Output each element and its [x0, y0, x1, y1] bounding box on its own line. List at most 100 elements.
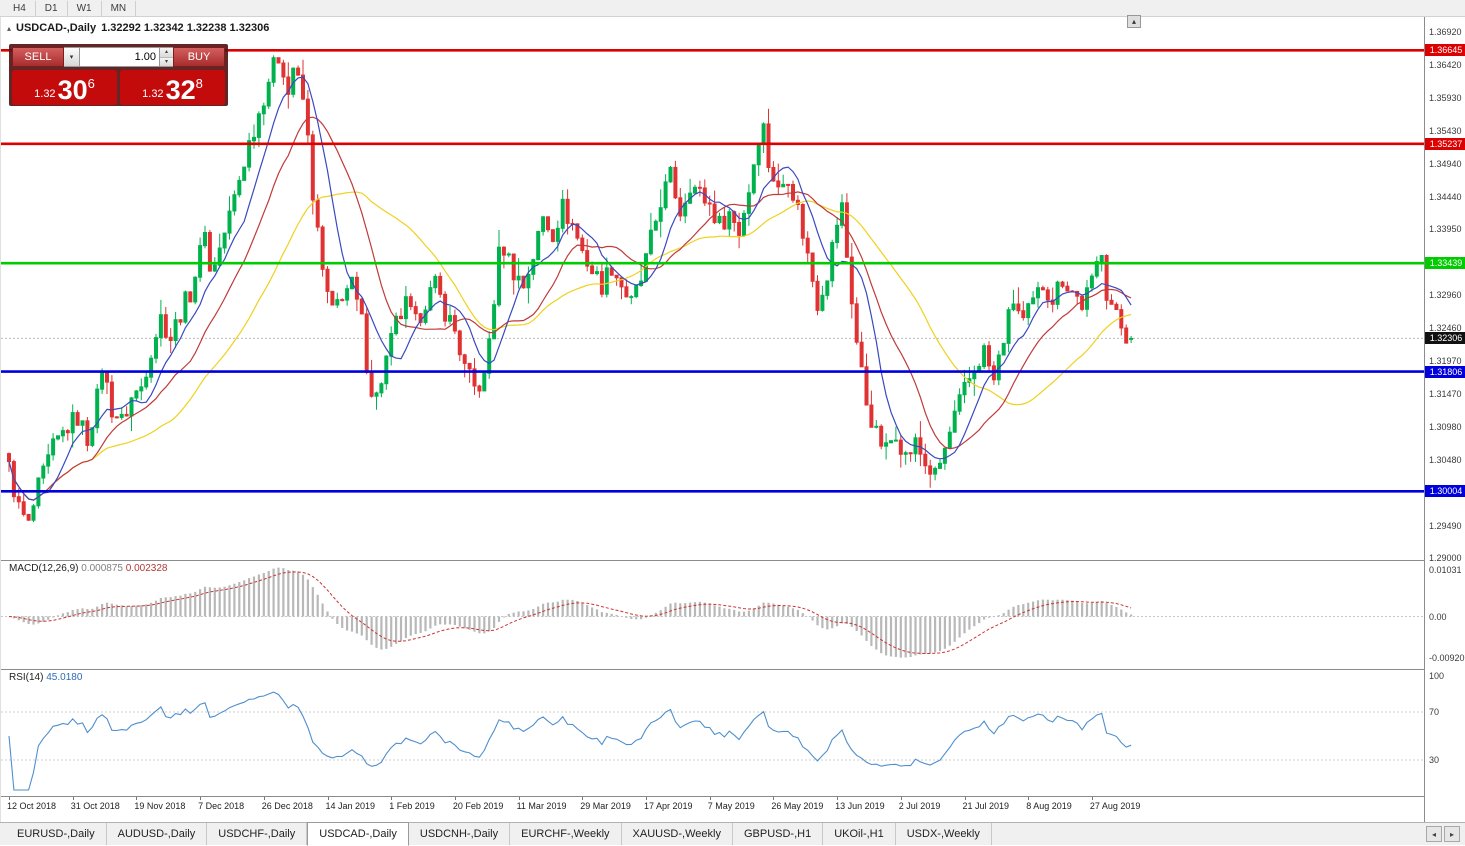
candles-layer — [7, 55, 1134, 523]
chart-tab-ukoil-h1[interactable]: UKOil-,H1 — [823, 823, 896, 845]
chart-title: ▴ USDCAD-,Daily 1.32292 1.32342 1.32238 … — [7, 22, 269, 34]
chart-tab-gbpusd-h1[interactable]: GBPUSD-,H1 — [733, 823, 824, 845]
rsi-value: 45.0180 — [46, 672, 83, 683]
bid-price-prefix: 1.32 — [34, 88, 56, 100]
price-tick-label: 1.34940 — [1429, 158, 1462, 169]
price-tick-label: 1.33950 — [1429, 224, 1462, 235]
collapse-button[interactable]: ▴ — [1127, 15, 1141, 28]
date-label: 1 Feb 2019 — [389, 801, 435, 811]
date-label: 13 Jun 2019 — [835, 801, 885, 811]
date-label: 26 May 2019 — [771, 801, 824, 811]
timeframe-button-d1[interactable]: D1 — [36, 0, 68, 16]
chart-tab-eurchf-weekly[interactable]: EURCHF-,Weekly — [510, 823, 622, 845]
macd-signal-line — [8, 571, 1132, 654]
date-label: 2 Jul 2019 — [898, 801, 941, 811]
buy-button[interactable]: BUY — [173, 47, 225, 67]
date-label: 12 Oct 2018 — [7, 801, 57, 811]
time-tick — [646, 797, 647, 800]
price-tick-label: 1.30480 — [1429, 454, 1462, 465]
chart-ohlc-values: 1.32292 1.32342 1.32238 1.32306 — [101, 22, 270, 34]
date-label: 29 Mar 2019 — [580, 801, 631, 811]
moving-averages-layer — [8, 76, 1132, 501]
pane-divider[interactable] — [1, 560, 1424, 561]
chart-tab-xauusd-weekly[interactable]: XAUUSD-,Weekly — [622, 823, 733, 845]
volume-stepper[interactable]: ▴ ▾ — [159, 47, 173, 67]
rsi-label: RSI(14) 45.0180 — [9, 672, 83, 683]
macd-tick-label: -0.00920 — [1429, 653, 1465, 663]
rsi-indicator-canvas[interactable] — [1, 670, 1424, 797]
chart-tab-usdcad-daily[interactable]: USDCAD-,Daily — [307, 821, 409, 846]
time-tick — [518, 797, 520, 800]
rsi-tick-label: 100 — [1429, 671, 1445, 681]
price-axis[interactable]: 1.36920 1.36420 1.35930 1.35430 1.34940 1.344… — [1424, 17, 1465, 822]
rsi-line — [8, 691, 1132, 791]
timeframe-toolbar: H4 D1 W1 MN — [0, 0, 1465, 17]
chart-tab-audusd-daily[interactable]: AUDUSD-,Daily — [107, 823, 208, 845]
time-tick — [72, 797, 74, 800]
rsi-tick-label: 70 — [1429, 707, 1440, 717]
time-tick — [837, 797, 839, 800]
volume-decrease-icon[interactable]: ▾ — [160, 57, 173, 66]
price-tick-label: 1.36420 — [1429, 60, 1462, 71]
timeframe-button-mn[interactable]: MN — [102, 0, 137, 16]
time-tick — [582, 797, 584, 800]
chart-tabbar: EURUSD-,Daily AUDUSD-,Daily USDCHF-,Daily U… — [0, 821, 1465, 846]
date-label: 20 Feb 2019 — [452, 801, 504, 811]
volume-input[interactable] — [80, 48, 159, 66]
timeframe-buttons: H4 D1 W1 MN — [4, 0, 137, 16]
current-price-badge: 1.32306 — [1425, 332, 1465, 345]
chart-tab-eurusd-daily[interactable]: EURUSD-,Daily — [6, 823, 107, 845]
bid-price-big: 30 — [57, 75, 88, 105]
macd-indicator-canvas[interactable] — [1, 561, 1424, 670]
date-label: 7 Dec 2018 — [198, 801, 245, 811]
time-tick — [964, 797, 966, 800]
ask-price-box[interactable]: 1.32 32 8 — [120, 70, 225, 105]
macd-signal-value: 0.002328 — [125, 563, 168, 574]
price-tick-label: 1.32960 — [1429, 290, 1462, 300]
bid-price-pip: 6 — [87, 76, 95, 91]
pane-divider[interactable] — [1, 669, 1424, 670]
date-label: 17 Apr 2019 — [644, 801, 693, 811]
volume-increase-icon[interactable]: ▴ — [160, 48, 173, 58]
level-price-badge: 1.35237 — [1425, 137, 1465, 150]
time-tick — [263, 797, 265, 800]
timeframe-button-w1[interactable]: W1 — [68, 0, 102, 16]
level-price-badge: 1.36645 — [1425, 44, 1465, 57]
chart-tab-usdchf-daily[interactable]: USDCHF-,Daily — [207, 823, 308, 845]
one-click-trading-toggle-icon[interactable]: ▴ — [7, 23, 12, 33]
time-tick — [1028, 797, 1030, 800]
time-tick — [1091, 797, 1093, 800]
horizontal-levels-layer — [1, 48, 1424, 493]
timeframe-button-h4[interactable]: H4 — [4, 0, 36, 16]
level-price-badge: 1.33439 — [1425, 257, 1465, 270]
ask-price-pip: 8 — [195, 76, 203, 91]
date-label: 14 Jan 2019 — [325, 801, 376, 811]
date-label: 21 Jul 2019 — [962, 801, 1010, 811]
price-tick-label: 1.35930 — [1429, 92, 1462, 103]
tabs-scroll-left-icon[interactable]: ◂ — [1426, 826, 1442, 842]
sell-button[interactable]: SELL — [12, 47, 64, 67]
time-tick — [136, 797, 138, 800]
chart-tab-usdx-weekly[interactable]: USDX-,Weekly — [896, 823, 992, 845]
date-label: 7 May 2019 — [707, 801, 755, 811]
price-chart-canvas[interactable] — [1, 17, 1424, 561]
tabs-scroll-right-icon[interactable]: ▸ — [1444, 826, 1460, 842]
ask-price-big: 32 — [165, 75, 196, 105]
price-tick-label: 1.31970 — [1429, 355, 1462, 366]
chart-tab-usdcnh-daily[interactable]: USDCNH-,Daily — [409, 823, 511, 845]
macd-label: MACD(12,26,9) 0.000875 0.002328 — [9, 563, 168, 574]
time-axis[interactable]: 12 Oct 2018 31 Oct 2018 19 Nov 2018 7 Dec 2… — [1, 797, 1424, 822]
rsi-tick-label: 30 — [1429, 755, 1440, 765]
price-tick-label: 1.29490 — [1429, 520, 1462, 531]
price-tick-label: 1.36920 — [1429, 27, 1462, 37]
date-label: 8 Aug 2019 — [1026, 801, 1072, 811]
ask-price-prefix: 1.32 — [142, 88, 164, 100]
chart-window: ▴ USDCAD-,Daily 1.32292 1.32342 1.32238 … — [0, 17, 1465, 822]
time-tick — [391, 797, 393, 800]
price-tick-label: 1.31470 — [1429, 389, 1462, 399]
macd-main-value: 0.000875 — [81, 563, 123, 574]
volume-dropdown-icon[interactable]: ▾ — [64, 47, 80, 67]
level-price-badge: 1.31806 — [1425, 365, 1465, 378]
one-click-trading-panel: SELL ▾ ▴ ▾ BUY 1.32 30 6 1.32 32 8 — [9, 44, 228, 106]
bid-price-box[interactable]: 1.32 30 6 — [12, 70, 117, 105]
